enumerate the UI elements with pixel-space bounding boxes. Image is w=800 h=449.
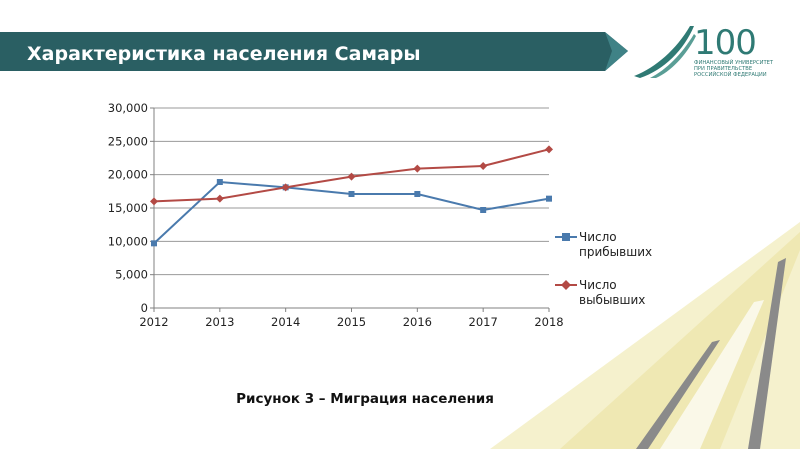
university-logo: 100 ФИНАНСОВЫЙ УНИВЕРСИТЕТ ПРИ ПРАВИТЕЛЬ… [634, 23, 774, 78]
logo-swoosh-icon [634, 26, 694, 78]
x-tick-label: 2017 [469, 315, 498, 329]
decor-gray-stripe-2 [748, 258, 786, 449]
logo-text-line2: ПРИ ПРАВИТЕЛЬСТВЕ [694, 66, 752, 72]
legend-marker-square-icon [555, 233, 577, 241]
data-point [545, 145, 553, 154]
series-arrivals [151, 179, 552, 247]
y-tick-label: 30,000 [108, 101, 148, 115]
decor-cream-stripe [560, 232, 800, 449]
y-tick-label: 15,000 [108, 201, 148, 215]
y-tick-label: 25,000 [108, 134, 148, 148]
y-tick-label: 0 [141, 301, 148, 315]
y-tick-label: 20,000 [108, 168, 148, 182]
data-point [480, 207, 487, 213]
chart-axes [150, 107, 550, 312]
data-point [414, 191, 421, 197]
data-point [479, 162, 488, 170]
decor-gray-stripe [636, 340, 720, 449]
x-tick-label: 2014 [271, 315, 300, 329]
data-point [151, 240, 157, 247]
title-banner [0, 32, 628, 71]
data-point [546, 195, 552, 202]
x-axis-tick-labels: 2012 2013 2014 2015 2016 2017 2018 [139, 315, 563, 329]
y-axis-tick-labels: 0 5,000 10,000 15,000 20,000 25,000 30,000 [108, 101, 148, 315]
x-tick-label: 2016 [403, 315, 432, 329]
logo-number: 100 [694, 23, 756, 63]
logo-text-line1: ФИНАНСОВЫЙ УНИВЕРСИТЕТ [694, 59, 774, 66]
data-point [281, 183, 290, 192]
x-tick-label: 2015 [337, 315, 366, 329]
chart-series [150, 145, 553, 247]
x-tick-label: 2013 [205, 315, 234, 329]
data-point [216, 179, 223, 185]
data-point [348, 191, 355, 197]
chart-legend: Число прибывших Число выбывших [555, 230, 685, 326]
y-tick-label: 5,000 [115, 268, 148, 282]
data-point [413, 164, 422, 173]
data-point [215, 194, 224, 203]
figure-caption: Рисунок 3 – Миграция населения [236, 391, 494, 407]
data-point [150, 197, 158, 206]
legend-item-arrivals: Число прибывших [555, 230, 685, 278]
data-point [347, 172, 356, 181]
legend-label-arrivals: Число прибывших [579, 230, 653, 259]
y-tick-label: 10,000 [108, 234, 148, 248]
logo-text-line3: РОССИЙСКОЙ ФЕДЕРАЦИИ [694, 71, 767, 78]
slide-title: Характеристика населения Самары [27, 43, 421, 65]
legend-item-departures: Число выбывших [555, 278, 685, 326]
x-tick-label: 2018 [534, 315, 563, 329]
series-departures [150, 145, 553, 206]
x-tick-label: 2012 [139, 315, 168, 329]
legend-label-departures: Число выбывших [579, 278, 646, 307]
legend-marker-diamond-icon [555, 280, 577, 290]
decor-white-stripe [660, 300, 764, 449]
